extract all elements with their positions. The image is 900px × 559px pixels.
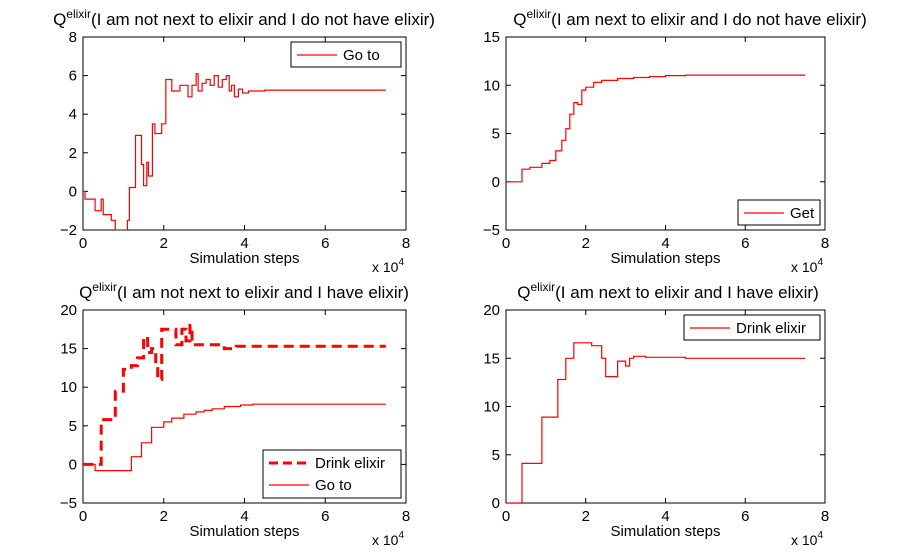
y-tick-label: −2 [60,222,77,239]
y-tick-label: −5 [60,495,77,512]
series-line [83,323,386,466]
series-line [83,403,386,472]
y-tick-label: 15 [483,350,500,367]
y-tick-label: 10 [483,77,500,94]
x-tick-label: 2 [582,235,590,252]
x-tick-label: 4 [240,508,248,525]
x-tick-label: 8 [402,508,410,525]
y-tick-label: 8 [69,29,77,46]
legend-label: Drink elixir [736,320,806,337]
series-line [506,74,806,183]
x-tick-label: 0 [502,235,510,252]
x-axis-multiplier: x 104 [372,530,404,548]
legend: Go to [290,41,402,68]
x-tick-label: 8 [821,235,829,252]
x-tick-label: 2 [160,235,168,252]
y-tick-label: 20 [483,302,500,319]
chart-4: 0 2 4 6 8 0 5 10 15 20 Simulation steps x 104 Drink … [483,302,829,548]
x-tick-label: 2 [582,508,590,525]
legend-label: Go to [315,477,352,494]
y-tick-label: 6 [69,68,77,85]
chart-title: Qelixir(I am not next to elixir and I do… [53,7,435,29]
x-tick-label: 4 [240,235,248,252]
y-tick-label: 0 [69,456,77,473]
y-tick-label: 5 [69,418,77,435]
chart-title: Qelixir(I am next to elixir and I have e… [517,280,819,302]
series-line [83,73,386,230]
x-tick-label: 0 [502,508,510,525]
x-tick-label: 4 [661,508,669,525]
legend: Get [737,199,821,226]
x-axis-label: Simulation steps [189,250,299,267]
y-tick-label: 0 [69,183,77,200]
x-axis-multiplier: x 104 [791,257,823,275]
y-tick-label: 10 [60,379,77,396]
x-tick-label: 4 [661,235,669,252]
y-tick-label: 2 [69,145,77,162]
series-line [506,342,806,503]
y-tick-label: 5 [492,447,500,464]
y-tick-label: 4 [69,106,77,123]
y-tick-label: −5 [483,222,500,239]
y-tick-label: 20 [60,302,77,319]
legend-label: Drink elixir [315,455,385,472]
chart-title: Qelixir(I am not next to elixir and I ha… [79,280,409,302]
x-tick-label: 2 [160,508,168,525]
legend: Drink elixir [683,314,821,341]
x-axis-label: Simulation steps [610,523,720,540]
y-tick-label: 15 [483,29,500,46]
y-tick-label: 10 [483,399,500,416]
chart-title: Qelixir(I am next to elixir and I do not… [513,7,867,29]
legend-label: Go to [343,47,380,64]
y-tick-label: 5 [492,126,500,143]
x-axis-label: Simulation steps [610,250,720,267]
legend: Drink elixir Go to [262,449,402,499]
x-tick-label: 6 [321,235,329,252]
x-tick-label: 0 [79,235,87,252]
x-tick-label: 8 [821,508,829,525]
y-tick-label: 0 [492,174,500,191]
x-tick-label: 6 [741,508,749,525]
x-tick-label: 6 [741,235,749,252]
legend-box [262,449,402,499]
x-tick-label: 8 [402,235,410,252]
x-axis-multiplier: x 104 [372,257,404,275]
y-tick-label: 0 [492,495,500,512]
x-axis-label: Simulation steps [189,523,299,540]
x-axis-multiplier: x 104 [791,530,823,548]
x-tick-label: 6 [321,508,329,525]
x-tick-label: 0 [79,508,87,525]
legend-label: Get [790,205,815,222]
y-tick-label: 15 [60,341,77,358]
